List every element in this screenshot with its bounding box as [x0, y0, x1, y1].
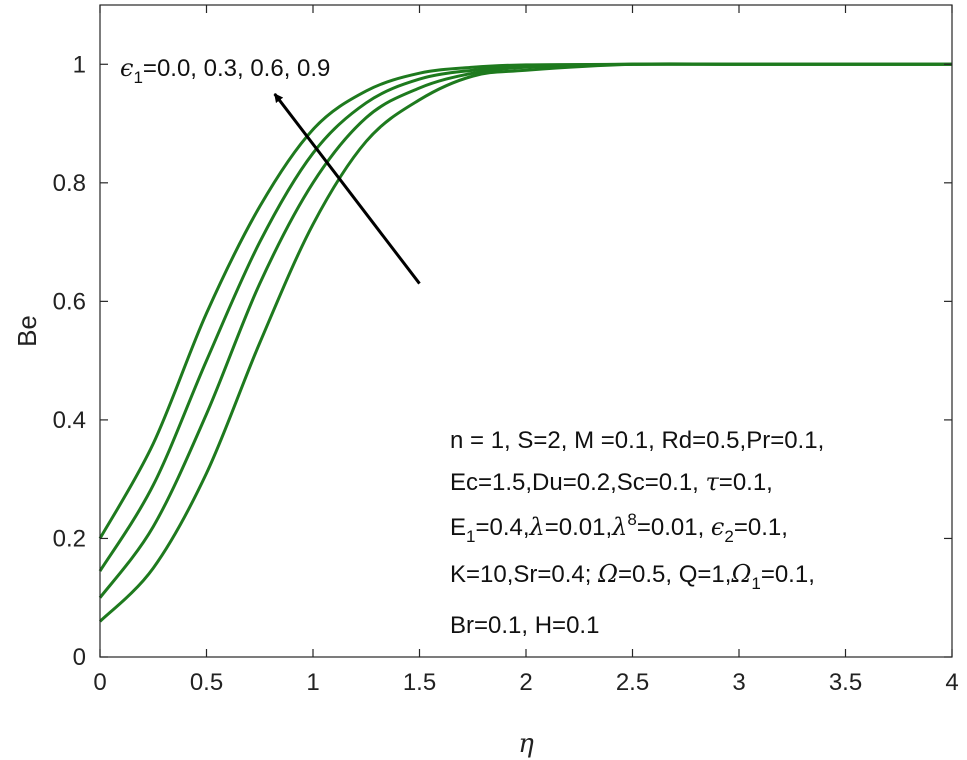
x-tick-label: 3 [732, 669, 745, 696]
y-tick-label: 0.6 [53, 288, 86, 315]
y-tick-label: 0.2 [53, 525, 86, 552]
epsilon1-subscript: 1 [133, 68, 142, 87]
x-tick-label: 1.5 [403, 669, 436, 696]
y-tick-label: 0 [73, 644, 86, 671]
y-tick-label: 1 [73, 51, 86, 78]
param-line-3: E1=0.4,λ=0.01,λ8=0.01, ϵ2=0.1, [450, 510, 788, 546]
increase-arrow [273, 92, 421, 285]
param-line-1: n = 1, S=2, M =0.1, Rd=0.5,Pr=0.1, [450, 427, 824, 454]
epsilon1-symbol: ϵ [120, 54, 133, 82]
series-line-4 [98, 62, 952, 540]
x-axis-label: η [518, 729, 534, 759]
epsilon1-label: ϵ1=0.0, 0.3, 0.6, 0.9 [120, 54, 330, 87]
param-line-5: Br=0.1, H=0.1 [450, 612, 599, 639]
y-ticks: 0 0.2 0.4 0.6 0.8 1 [53, 51, 952, 671]
x-ticks: 0 0.5 1 1.5 2 2.5 3 3.5 4 [93, 5, 959, 696]
x-tick-label: 3.5 [829, 669, 862, 696]
y-axis-label: Be [12, 315, 42, 347]
parameter-block: n = 1, S=2, M =0.1, Rd=0.5,Pr=0.1, Ec=1.… [450, 427, 824, 639]
param-line-2: Ec=1.5,Du=0.2,Sc=0.1, τ=0.1, [450, 468, 773, 496]
x-tick-label: 2 [519, 669, 532, 696]
x-tick-label: 2.5 [616, 669, 649, 696]
x-tick-label: 0.5 [190, 669, 223, 696]
y-tick-label: 0.4 [53, 407, 86, 434]
param-line-4: K=10,Sr=0.4; Ω=0.5, Q=1,Ω1=0.1, [450, 560, 815, 593]
x-tick-label: 1 [306, 669, 319, 696]
epsilon1-values: =0.0, 0.3, 0.6, 0.9 [143, 55, 330, 82]
y-tick-label: 0.8 [53, 170, 86, 197]
x-tick-label: 0 [93, 669, 106, 696]
series-layer [98, 62, 952, 623]
plot-background [100, 5, 952, 657]
x-tick-label: 4 [945, 669, 958, 696]
